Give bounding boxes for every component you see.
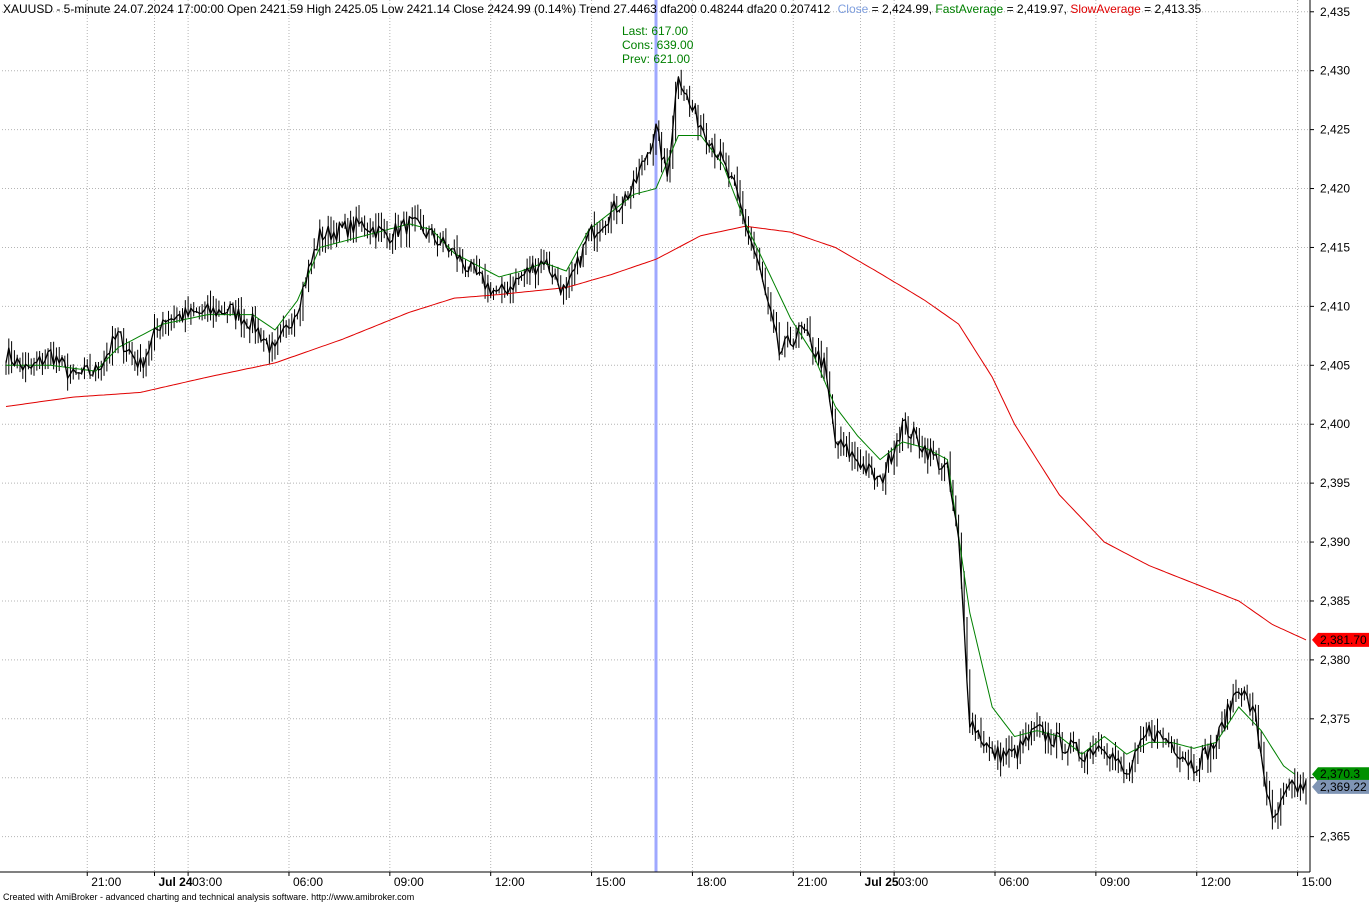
y-tick-label: 2,415 <box>1320 240 1350 254</box>
x-tick-label: 09:00 <box>1100 875 1130 889</box>
header-close-value: = 2,424.99, <box>872 2 936 16</box>
x-tick-label: Jul 25 <box>865 875 899 889</box>
y-tick-label: 2,410 <box>1320 299 1350 313</box>
x-tick-label: 15:00 <box>596 875 626 889</box>
last-value-label: 2,370.3 <box>1312 767 1369 782</box>
x-tick-label: 09:00 <box>394 875 424 889</box>
y-tick-label: 2,380 <box>1320 653 1350 667</box>
annotation-prev: Prev: 621.00 <box>622 52 690 66</box>
x-tick-label: 12:00 <box>1201 875 1231 889</box>
x-tick-label: 03:00 <box>192 875 222 889</box>
x-tick-label: 18:00 <box>696 875 726 889</box>
header-fast-label: FastAverage <box>935 2 1003 16</box>
slow-average-line <box>5 225 1307 641</box>
x-tick-label: 06:00 <box>999 875 1029 889</box>
annotation-cons: Cons: 639.00 <box>622 38 694 52</box>
price-line <box>5 76 1307 820</box>
last-value-label: 2,381.70 <box>1312 632 1369 647</box>
y-tick-label: 2,400 <box>1320 417 1350 431</box>
header-close-label: Close <box>838 2 869 16</box>
footer-credit: Created with AmiBroker - advanced charti… <box>3 892 414 902</box>
x-tick-label: 15:00 <box>1302 875 1332 889</box>
annotation-last: Last: 617.00 <box>622 24 688 38</box>
x-tick-label: 06:00 <box>293 875 323 889</box>
chart-header: XAUUSD - 5-minute 24.07.2024 17:00:00 Op… <box>3 2 1202 16</box>
last-value-label: 2,369.22 <box>1312 779 1369 794</box>
last-value-text: 2,370.3 <box>1320 767 1360 781</box>
last-value-text: 2,381.70 <box>1320 633 1367 647</box>
y-tick-label: 2,375 <box>1320 712 1350 726</box>
header-prefix: XAUUSD - 5-minute 24.07.2024 17:00:00 Op… <box>3 2 831 16</box>
y-tick-label: 2,430 <box>1320 64 1350 78</box>
y-tick-label: 2,395 <box>1320 476 1350 490</box>
x-axis: 21:00 Jul 24 03:00 06:00 09:00 12:00 15:00 18:0… <box>86 872 1332 889</box>
y-tick-label: 2,405 <box>1320 358 1350 372</box>
y-tick-label: 2,420 <box>1320 182 1350 196</box>
x-tick-label: 21:00 <box>797 875 827 889</box>
y-tick-label: 2,390 <box>1320 535 1350 549</box>
x-tick-label: 03:00 <box>898 875 928 889</box>
x-tick-label: 12:00 <box>495 875 525 889</box>
x-tick-label: Jul 24 <box>158 875 192 889</box>
header-slow-label: SlowAverage <box>1070 2 1141 16</box>
y-tick-label: 2,425 <box>1320 123 1350 137</box>
last-value-labels: 2,381.70 2,370.32,369.22 <box>1312 632 1369 794</box>
y-tick-label: 2,365 <box>1320 830 1350 844</box>
plot-frame <box>0 0 1311 873</box>
x-tick-label: 21:00 <box>91 875 121 889</box>
fast-average-line <box>6 135 1296 775</box>
y-tick-label: 2,435 <box>1320 5 1350 19</box>
y-tick-label: 2,385 <box>1320 594 1350 608</box>
last-value-text: 2,369.22 <box>1320 780 1367 794</box>
header-fast-value: = 2,419.97, <box>1007 2 1071 16</box>
header-slow-value: = 2,413.35 <box>1144 2 1201 16</box>
